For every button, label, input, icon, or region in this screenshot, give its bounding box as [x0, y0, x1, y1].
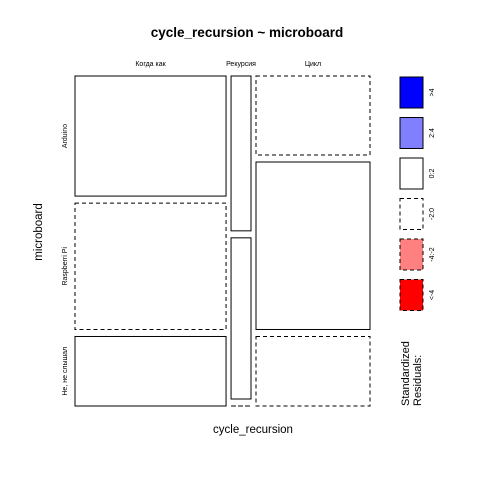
y-tick-labels: Arduino Raspberri Pi Не, не слышал	[62, 124, 69, 396]
x-tick-labels: Когда как Рекурсия Цикл	[135, 61, 321, 68]
legend-label: 0:2	[429, 169, 436, 179]
legend-label: 2:4	[429, 128, 436, 138]
legend-swatch	[399, 198, 424, 230]
legend-swatch	[399, 76, 424, 109]
legend-swatch	[399, 279, 424, 311]
mosaic-cell	[74, 335, 227, 407]
mosaic-cell	[255, 161, 371, 330]
mosaic-cell	[255, 75, 371, 156]
legend-label: -4:-2	[429, 247, 436, 262]
legend-label: <-4	[429, 290, 436, 300]
x-axis-label: cycle_recursion	[213, 424, 293, 436]
x-tick-label: Рекурсия	[226, 61, 256, 68]
mosaic-cell	[74, 202, 227, 330]
residual-legend: >4 2:4 0:2 -2:0 -4:-2 <-4	[399, 76, 436, 311]
legend-swatch	[399, 157, 424, 190]
x-tick-label: Цикл	[305, 61, 321, 68]
legend-swatch	[399, 238, 424, 271]
legend-title-line: Standardized	[400, 341, 412, 406]
legend-title-line: Residuals:	[412, 355, 424, 406]
legend-label: >4	[429, 88, 436, 96]
mosaic-cell	[230, 237, 252, 400]
x-tick-label: Когда как	[135, 61, 166, 68]
legend-label: -2:0	[429, 208, 436, 220]
y-axis-label: microboard	[33, 203, 45, 261]
y-tick-label: Arduino	[62, 124, 69, 148]
legend-swatch	[399, 117, 424, 149]
mosaic-cell	[230, 75, 252, 232]
y-tick-label: Не, не слышал	[62, 347, 69, 396]
y-tick-label: Raspberri Pi	[62, 247, 69, 286]
mosaic-cells	[74, 75, 371, 407]
chart-title: cycle_recursion ~ microboard	[151, 25, 343, 40]
mosaic-cell	[255, 335, 371, 407]
mosaic-cell	[74, 75, 227, 197]
legend-title: Standardized Residuals:	[400, 341, 424, 406]
